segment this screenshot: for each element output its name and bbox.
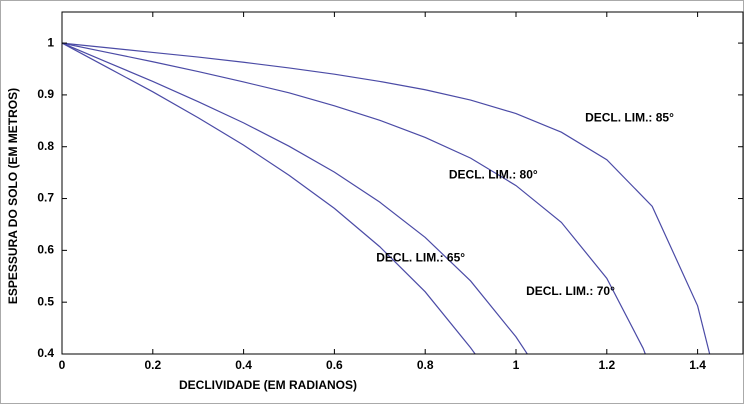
plot-area	[62, 42, 711, 354]
x-tick-label: 0.8	[417, 358, 434, 372]
series-line	[62, 42, 646, 354]
x-tick-label: 1	[513, 358, 520, 372]
series-line	[62, 42, 476, 354]
x-tick-label: 1.4	[689, 358, 706, 372]
x-tick-label: 1.2	[598, 358, 615, 372]
x-tick-label: 0.6	[326, 358, 343, 372]
x-tick-label: 0.2	[144, 358, 161, 372]
y-tick-label: 0.6	[37, 243, 54, 257]
y-tick-label: 0.5	[37, 294, 54, 308]
y-tick-label: 1	[47, 35, 54, 49]
y-tick-label: 0.7	[37, 191, 54, 205]
x-axis-label: DECLIVIDADE (EM RADIANOS)	[179, 378, 357, 392]
axes-box	[61, 11, 744, 355]
y-axis-label: ESPESSURA DO SOLO (EM METROS)	[6, 88, 20, 304]
series-label: DECL. LIM.: 70°	[526, 284, 615, 298]
y-tick-label: 0.8	[37, 139, 54, 153]
y-tick-label: 0.4	[37, 346, 54, 360]
x-tick-label: 0	[59, 358, 66, 372]
series-label: DECL. LIM.: 85°	[585, 110, 674, 124]
series-label: DECL. LIM.: 65°	[376, 250, 465, 264]
series-line	[62, 42, 529, 354]
x-tick-label: 0.4	[235, 358, 252, 372]
series-label: DECL. LIM.: 80°	[449, 167, 538, 181]
series-line	[62, 42, 711, 354]
y-tick-label: 0.9	[37, 87, 54, 101]
